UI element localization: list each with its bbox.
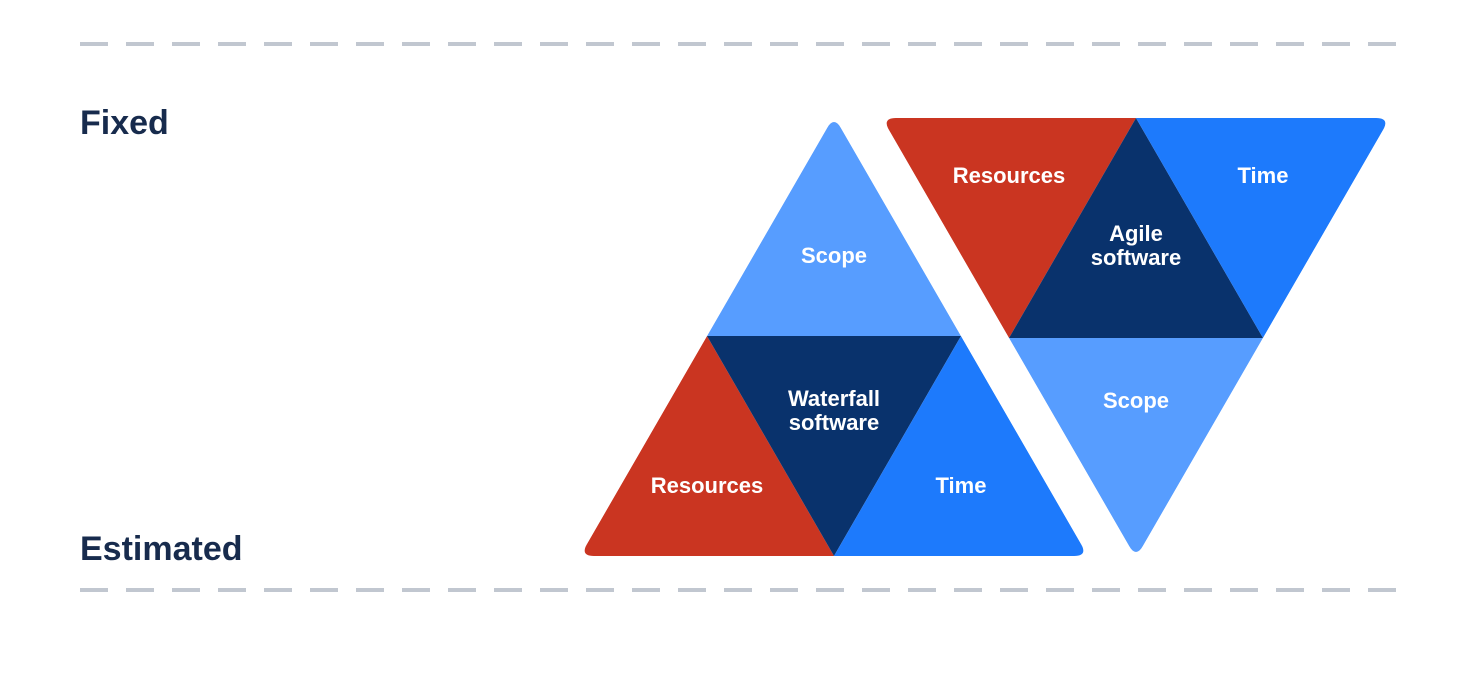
label-time-right: Time [1238,163,1289,188]
axis-label-estimated: Estimated [80,530,243,569]
label-scope-bottom: Scope [1103,388,1169,413]
label-resources-left: Resources [953,163,1066,188]
label-scope-top: Scope [801,243,867,268]
diagram-canvas: Fixed Estimated ScopeResourcesWaterfalls… [0,0,1480,680]
divider-top [80,42,1400,46]
axis-label-fixed: Fixed [80,104,169,143]
divider-bottom [80,588,1400,592]
label-resources-left: Resources [651,473,764,498]
triangle-scope-bottom [1009,338,1263,558]
agile-triangle: ResourcesAgilesoftwareTimeScope [862,88,1402,568]
